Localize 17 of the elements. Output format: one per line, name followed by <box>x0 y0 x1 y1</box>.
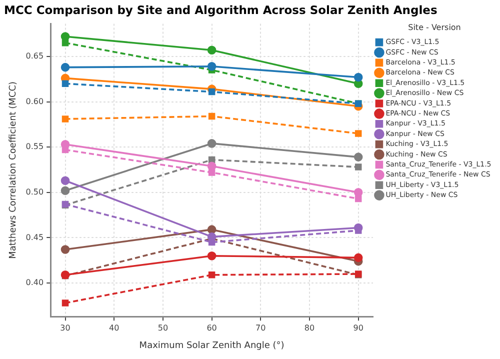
y-tick-label: 0.60 <box>26 96 44 106</box>
y-tick-label: 0.65 <box>26 52 44 61</box>
y-tick-label: 0.55 <box>26 142 44 152</box>
y-tick-label: 0.50 <box>26 187 44 196</box>
x-axis-title: Maximum Solar Zenith Angle (°) <box>139 340 284 351</box>
x-tick-label: 30 <box>60 323 70 332</box>
y-tick-label: 0.40 <box>26 278 44 288</box>
x-tick-label: 60 <box>206 323 217 332</box>
x-tick-label: 90 <box>353 323 364 332</box>
legend-title: Site - Version <box>408 23 461 32</box>
chart-title: MCC Comparison by Site and Algorithm Across Solar Zenith Angles <box>4 2 438 17</box>
x-tick-label: 70 <box>256 323 266 332</box>
y-axis-title: Matthews Correlation Coefficient (MCC) <box>8 81 19 259</box>
y-tick-label: 0.45 <box>26 232 44 242</box>
x-tick-label: 50 <box>158 323 168 332</box>
x-tick-label: 40 <box>109 323 120 332</box>
x-tick-label: 80 <box>304 323 315 332</box>
